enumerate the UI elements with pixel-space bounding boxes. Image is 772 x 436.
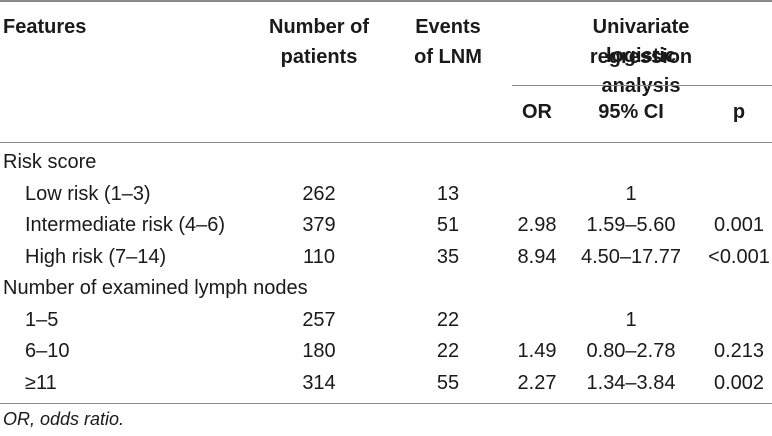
cell-feature: High risk (7–14)	[25, 245, 167, 268]
cell-ci: 4.50–17.77	[580, 245, 682, 268]
header-features: Features	[3, 16, 87, 38]
cell-ci: 1	[625, 308, 637, 331]
cell-patients: 262	[302, 182, 336, 205]
header-events-line1: Events	[415, 16, 481, 38]
header-patients-line1: Number of	[269, 16, 369, 38]
header-events-line2: of LNM	[414, 46, 482, 68]
cell-feature: Low risk (1–3)	[25, 182, 151, 205]
header-patients-line2: patients	[280, 46, 358, 68]
bottom-rule	[0, 403, 772, 404]
footnote: OR, odds ratio.	[3, 409, 125, 429]
cell-p: 0.213	[713, 340, 765, 362]
header-p: p	[732, 101, 746, 123]
header-univariate-line1: Univariate logistic	[592, 16, 690, 67]
subheader-rule	[512, 85, 772, 86]
cell-events: 55	[436, 371, 460, 394]
cell-patients: 379	[302, 214, 336, 236]
header-ci: 95% CI	[598, 101, 664, 123]
cell-feature: 6–10	[25, 340, 70, 362]
cell-feature: 1–5	[25, 308, 59, 331]
header-or: OR	[522, 101, 552, 123]
cell-events: 22	[436, 308, 460, 331]
cell-p: <0.001	[708, 245, 770, 268]
cell-p: 0.001	[713, 214, 765, 236]
cell-or: 1.49	[517, 340, 557, 362]
cell-feature: ≥11	[25, 371, 57, 394]
cell-p: 0.002	[713, 371, 765, 394]
header-univariate-line2: regression analysis	[589, 46, 693, 97]
cell-ci: 1.34–3.84	[586, 371, 676, 394]
cell-ci: 0.80–2.78	[586, 340, 676, 362]
header-rule	[0, 142, 772, 143]
cell-patients: 110	[303, 245, 335, 268]
top-rule	[0, 0, 772, 2]
cell-feature: Number of examined lymph nodes	[3, 277, 308, 299]
cell-or: 8.94	[517, 245, 557, 268]
cell-feature: Intermediate risk (4–6)	[25, 214, 226, 236]
cell-ci: 1	[625, 182, 637, 205]
cell-events: 13	[436, 182, 460, 205]
cell-events: 35	[436, 245, 460, 268]
cell-events: 51	[436, 214, 460, 236]
cell-or: 2.27	[517, 371, 557, 394]
cell-ci: 1.59–5.60	[586, 214, 676, 236]
cell-patients: 180	[302, 340, 336, 362]
cell-or: 2.98	[517, 214, 557, 236]
cell-events: 22	[436, 340, 460, 362]
cell-feature: Risk score	[3, 151, 97, 173]
cell-patients: 314	[302, 371, 336, 394]
cell-patients: 257	[302, 308, 336, 331]
